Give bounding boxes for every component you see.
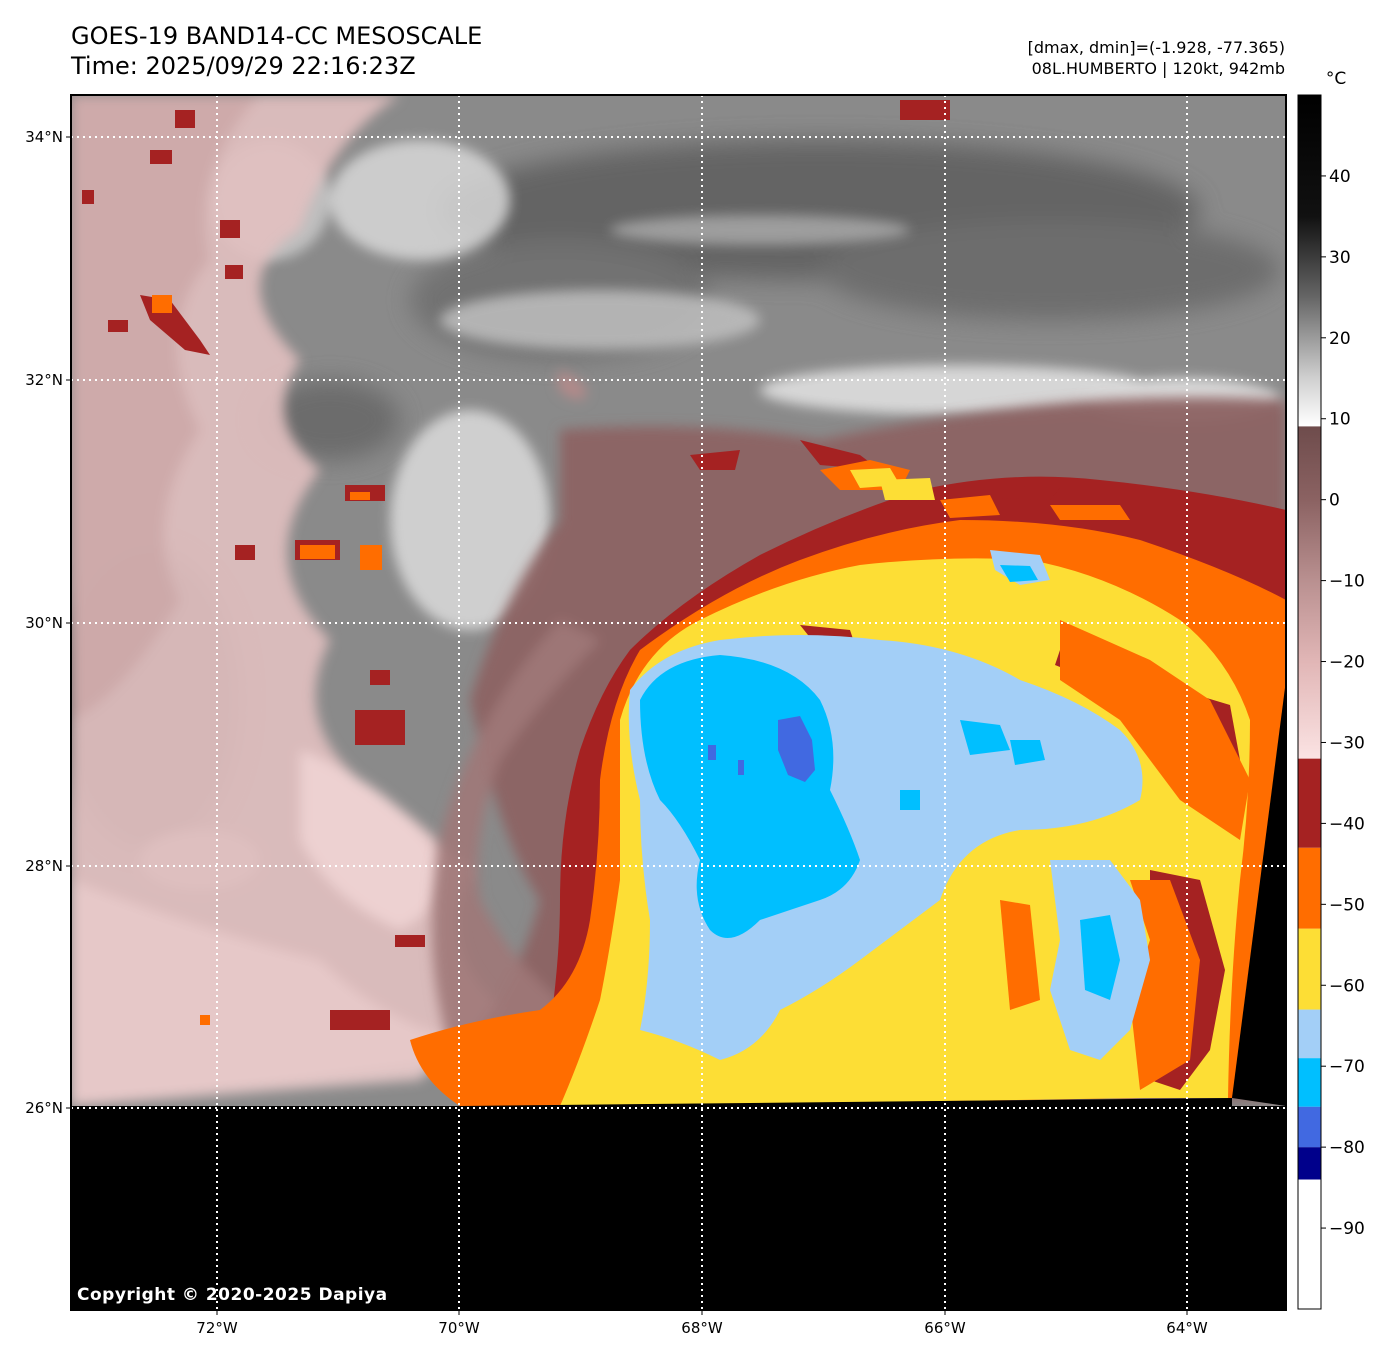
cyan-east-cell (1080, 915, 1120, 1000)
no-data-south (71, 1106, 1286, 1310)
longitude-label: 70°W (438, 1319, 480, 1337)
chart-title: GOES-19 BAND14-CC MESOSCALE (71, 22, 483, 50)
colorbar-tick-label: −40 (1329, 814, 1365, 834)
red-north-fragments (690, 440, 1060, 500)
latitude-label: 28°N (25, 857, 63, 875)
west-red-cells (82, 100, 950, 1030)
storm-label: 08L.HUMBERTO | 120kt, 942mb (1031, 59, 1285, 78)
colorbar-frame (1297, 94, 1322, 1310)
colorbar-tick-label: −70 (1329, 1057, 1365, 1077)
royal-blue-coldest (778, 716, 815, 782)
colorbar-band (1298, 1179, 1321, 1309)
longitude-label: 68°W (681, 1319, 723, 1337)
colorbar-tick-label: −60 (1329, 976, 1365, 996)
colorbar-tick-label: 20 (1329, 329, 1351, 349)
colorbar-band (1298, 928, 1321, 1010)
colorbar-band (1298, 1058, 1321, 1107)
cyan-cold-core (640, 655, 860, 938)
latitude-label: 34°N (25, 128, 63, 146)
chart-time: Time: 2025/09/29 22:16:23Z (71, 52, 416, 80)
royal-blue-small (708, 745, 744, 775)
longitude-label: 72°W (196, 1319, 238, 1337)
no-data-edge (71, 1098, 1232, 1106)
dminmax-label: [dmax, dmin]=(-1.928, -77.365) (1027, 38, 1285, 57)
west-orange-cells (152, 295, 382, 1025)
colorbar-tick-label: −50 (1329, 895, 1365, 915)
latitude-axis: 34°N 32°N 30°N 28°N 26°N (25, 128, 71, 1117)
colorbar-tick-label: 10 (1329, 410, 1351, 430)
map-frame (70, 94, 1287, 1311)
colorbar-tick-label: −90 (1329, 1219, 1365, 1239)
no-data-east-wedge (1232, 680, 1286, 1106)
longitude-axis: 72°W 70°W 68°W 66°W 64°W (196, 1310, 1208, 1337)
colorbar-tick-label: 30 (1329, 248, 1351, 268)
latitude-label: 26°N (25, 1099, 63, 1117)
colorbar-band (1298, 1106, 1321, 1148)
colorbar-band (1298, 1009, 1321, 1059)
colorbar-tick-label: 40 (1329, 167, 1351, 187)
graticule (71, 95, 1286, 1310)
colorbar-band (1298, 758, 1321, 848)
orange-north-fragments (820, 460, 1130, 520)
colorbar-band (1298, 1147, 1321, 1180)
colorbar-band (1298, 847, 1321, 929)
longitude-label: 66°W (924, 1319, 966, 1337)
colorbar-tick-label: −20 (1329, 653, 1365, 673)
latitude-label: 30°N (25, 614, 63, 632)
colorbar-tick-label: 0 (1329, 491, 1340, 511)
yellow-north-spots (850, 468, 935, 500)
longitude-label: 64°W (1166, 1319, 1208, 1337)
colorbar-tick-label: −80 (1329, 1138, 1365, 1158)
colorbar: °C 40 30 20 10 0 −10 −20 −30 −40 −50 −60 −70 −80 −90 (1297, 69, 1365, 1310)
latitude-label: 32°N (25, 371, 63, 389)
colorbar-gradient (1298, 95, 1321, 759)
colorbar-tick-label: −10 (1329, 572, 1365, 592)
colorbar-unit: °C (1326, 69, 1346, 89)
colorbar-tick-label: −30 (1329, 733, 1365, 753)
orange-inner-streaks (1000, 620, 1250, 1090)
cyan-right-spots (900, 565, 1045, 810)
copyright-text: Copyright © 2020-2025 Dapiya (77, 1285, 388, 1305)
satellite-imagery (71, 95, 1286, 1310)
